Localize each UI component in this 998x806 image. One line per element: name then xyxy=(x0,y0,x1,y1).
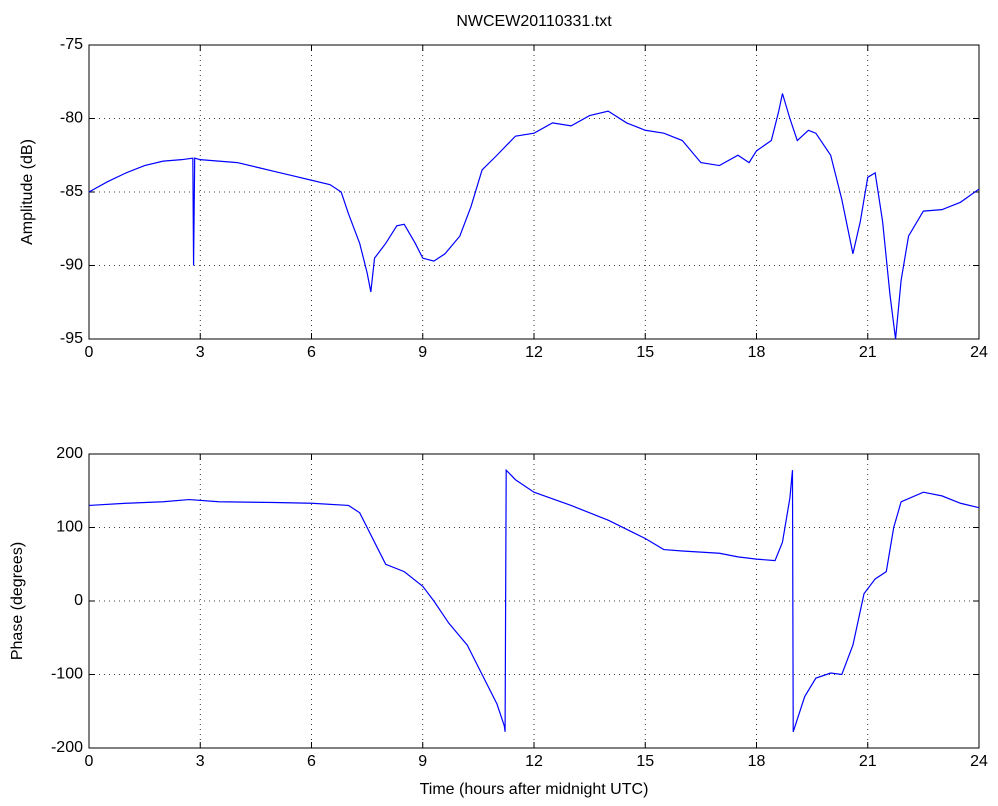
y-tick-label: 200 xyxy=(56,445,83,462)
x-tick-label: 9 xyxy=(418,753,427,770)
y-tick-label: -200 xyxy=(51,739,83,756)
data-line xyxy=(88,468,980,733)
y-tick-label: -100 xyxy=(51,666,83,683)
x-tick-label: 12 xyxy=(525,344,543,361)
x-tick-label: 15 xyxy=(636,344,654,361)
data-line xyxy=(88,93,980,340)
x-tick-label: 3 xyxy=(196,344,205,361)
x-tick-label: 0 xyxy=(85,753,94,770)
x-tick-label: 24 xyxy=(970,344,988,361)
y-tick-label: -80 xyxy=(60,110,83,127)
y-tick-label: 0 xyxy=(74,592,83,609)
x-tick-label: 21 xyxy=(859,344,877,361)
x-tick-label: 0 xyxy=(85,344,94,361)
x-tick-label: 18 xyxy=(748,753,766,770)
x-tick-label: 6 xyxy=(307,344,316,361)
x-tick-label: 18 xyxy=(748,344,766,361)
x-tick-label: 6 xyxy=(307,753,316,770)
chart-title: NWCEW20110331.txt xyxy=(456,13,612,30)
y-tick-label: 100 xyxy=(56,519,83,536)
y-axis-label: Amplitude (dB) xyxy=(19,139,36,245)
x-tick-label: 3 xyxy=(196,753,205,770)
y-tick-label: -95 xyxy=(60,330,83,347)
x-tick-label: 24 xyxy=(970,753,988,770)
x-tick-label: 12 xyxy=(525,753,543,770)
y-tick-label: -75 xyxy=(60,36,83,53)
x-tick-label: 15 xyxy=(636,753,654,770)
y-axis-label: Phase (degrees) xyxy=(9,542,26,660)
x-tick-label: 9 xyxy=(418,344,427,361)
x-tick-label: 21 xyxy=(859,753,877,770)
y-tick-label: -85 xyxy=(60,183,83,200)
x-axis-label: Time (hours after midnight UTC) xyxy=(420,781,649,798)
y-tick-label: -90 xyxy=(60,257,83,274)
